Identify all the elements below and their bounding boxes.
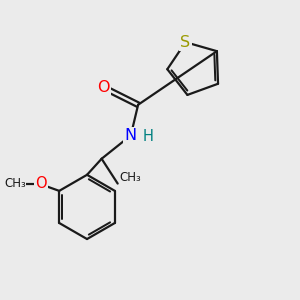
Text: O: O [35,176,47,191]
Text: CH₃: CH₃ [119,171,141,184]
Text: H: H [142,129,153,144]
Text: S: S [181,35,190,50]
Text: N: N [125,128,137,143]
Text: O: O [98,80,110,95]
Text: CH₃: CH₃ [4,177,26,190]
